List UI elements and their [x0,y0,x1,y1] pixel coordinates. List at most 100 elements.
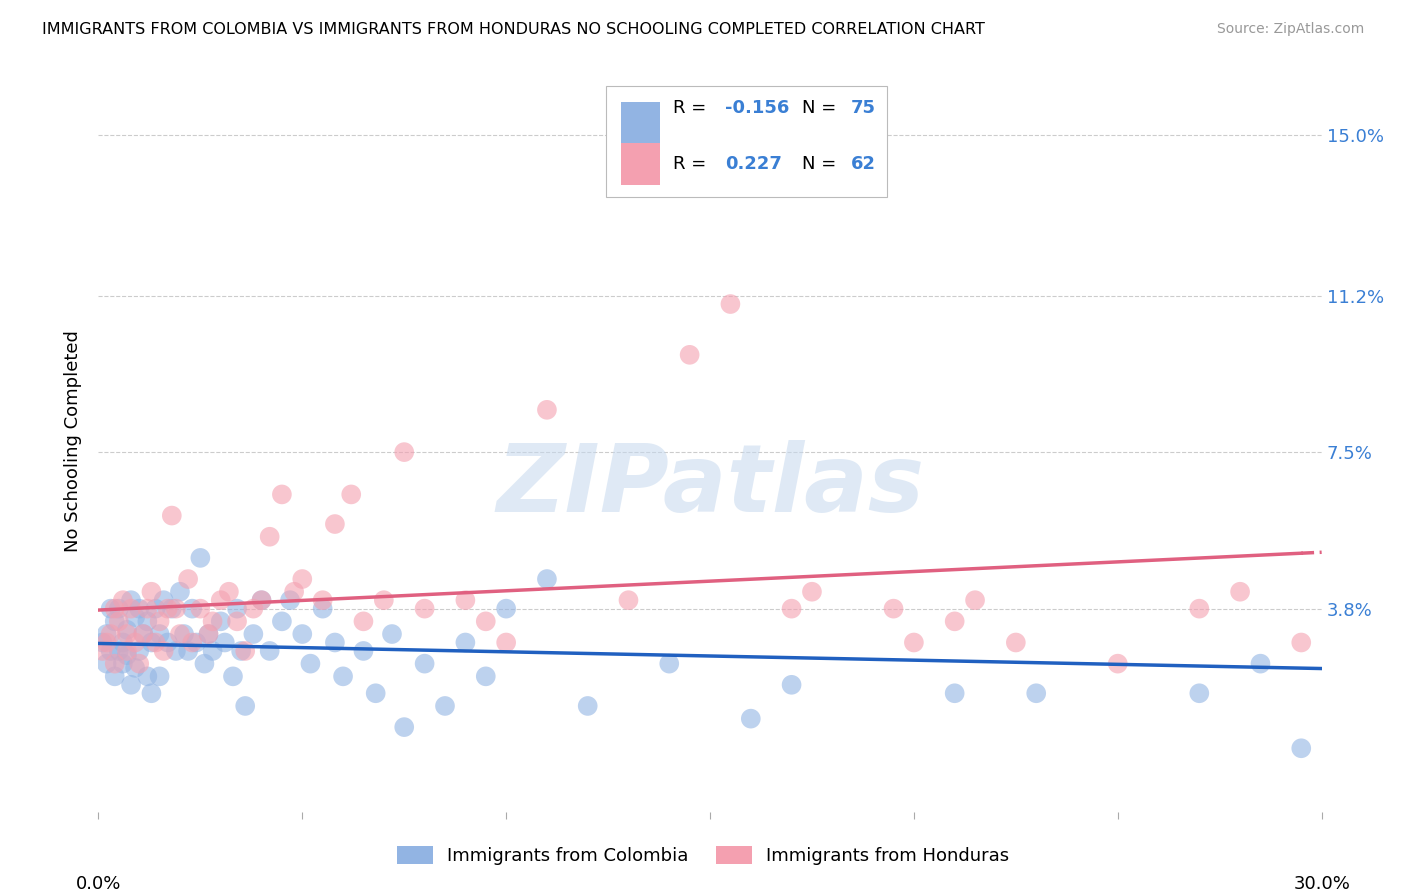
Point [312,601,335,615]
Point [222,669,245,683]
Point [104,669,127,683]
Point [434,698,457,713]
Point [1188,686,1211,700]
Point [120,678,142,692]
Point [1249,657,1271,671]
Point [156,635,179,649]
Point [250,593,273,607]
Point [104,615,127,629]
Point [474,615,498,629]
Point [91,635,114,649]
Point [495,635,517,649]
Point [152,593,174,607]
Point [156,601,179,615]
Point [188,550,212,565]
Point [364,686,387,700]
Point [283,584,305,599]
Point [149,615,172,629]
Point [181,635,204,649]
Point [1229,584,1251,599]
Point [197,627,219,641]
Point [193,657,215,671]
Point [141,584,163,599]
Point [291,572,314,586]
Point [1107,657,1129,671]
Point [323,516,346,531]
Point [149,627,172,641]
Text: R =: R = [673,155,713,173]
Point [474,669,498,683]
Point [141,635,163,649]
Point [104,601,127,615]
Point [323,635,346,649]
Point [165,644,187,658]
Point [100,601,122,615]
Point [165,601,187,615]
Point [141,686,163,700]
Point [197,627,219,641]
Point [259,530,281,544]
Point [136,601,159,615]
Point [96,657,118,671]
Point [718,297,742,311]
Point [250,593,273,607]
Point [617,593,640,607]
Point [124,661,146,675]
Point [495,601,517,615]
Point [226,601,249,615]
Point [96,627,118,641]
Text: Source: ZipAtlas.com: Source: ZipAtlas.com [1216,22,1364,37]
Point [373,593,395,607]
Point [291,627,314,641]
Point [576,698,599,713]
Point [226,615,249,629]
Point [186,635,208,649]
Point [173,627,195,641]
Point [270,615,294,629]
Point [115,627,138,641]
Point [115,648,138,663]
Point [883,601,905,615]
Point [1188,601,1211,615]
Point [209,615,232,629]
Point [152,644,174,658]
FancyBboxPatch shape [606,87,887,197]
Point [209,593,232,607]
Point [392,445,416,459]
FancyBboxPatch shape [620,144,659,186]
Point [801,584,824,599]
Point [231,644,253,658]
Point [1025,686,1047,700]
Point [1004,635,1026,649]
Point [145,601,167,615]
Point [233,698,256,713]
Point [218,584,240,599]
Point [145,635,167,649]
Point [160,601,183,615]
Point [177,572,200,586]
Text: N =: N = [801,155,842,173]
Point [740,712,762,726]
Point [903,635,925,649]
Point [136,615,159,629]
Point [100,627,122,641]
Text: 0.227: 0.227 [724,155,782,173]
Point [111,635,134,649]
Point [780,601,803,615]
Point [120,593,142,607]
Point [115,644,138,658]
Point [214,635,236,649]
Point [160,508,183,523]
Point [108,601,131,615]
Point [111,657,134,671]
Point [169,627,191,641]
Text: N =: N = [801,99,842,118]
Point [312,593,335,607]
Point [111,593,134,607]
Point [965,593,987,607]
Point [242,601,264,615]
Point [413,601,436,615]
Point [392,720,416,734]
Point [124,610,146,624]
Point [91,644,114,658]
